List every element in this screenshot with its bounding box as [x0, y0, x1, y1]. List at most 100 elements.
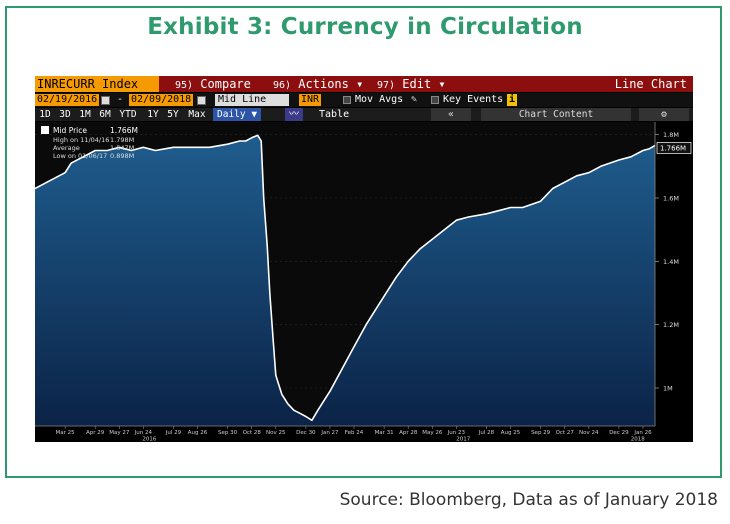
actions-menu-number: 96) [273, 80, 292, 91]
x-tick-label: Dec 30 [296, 430, 316, 436]
start-calendar-icon[interactable] [101, 96, 110, 105]
exhibit-title: Exhibit 3: Currency in Circulation [147, 14, 583, 40]
compare-menu[interactable]: 95) Compare [175, 76, 251, 92]
range-1y-button[interactable]: 1Y [147, 109, 159, 120]
data-point [227, 143, 229, 145]
y-tick-label: 1.2M [663, 321, 679, 329]
data-point [257, 134, 259, 136]
range-max-button[interactable]: Max [188, 109, 206, 120]
info-icon[interactable]: i [507, 94, 517, 106]
data-point [353, 346, 355, 348]
data-point [648, 148, 650, 150]
key-events-checkbox[interactable] [431, 96, 439, 104]
data-point [106, 150, 108, 151]
legend-high-value: 1.798M [110, 136, 134, 144]
data-point [245, 140, 247, 142]
source-note: Source: Bloomberg, Data as of January 20… [339, 490, 718, 510]
range-3d-button[interactable]: 3D [59, 109, 71, 120]
year-label: 2018 [631, 437, 645, 443]
x-tick-label: Oct 27 [556, 430, 575, 436]
bloomberg-terminal: INRECURR Index 95) Compare 96) Actions ▾… [35, 76, 693, 442]
data-point [467, 216, 469, 218]
double-chevron-left-icon[interactable]: « [431, 108, 471, 121]
frequency-select[interactable]: Daily ▼ [213, 108, 262, 121]
y-tick-label: 1M [663, 385, 673, 393]
data-point [455, 219, 457, 221]
x-tick-label: Jul 28 [478, 430, 495, 436]
y-tick-label: 1.6M [663, 195, 679, 203]
x-tick-label: Oct 28 [243, 430, 262, 436]
pencil-icon[interactable]: ✎ [411, 94, 418, 105]
compare-menu-number: 95) [175, 80, 194, 91]
data-point [266, 245, 268, 246]
chart-view-icon[interactable]: 〰 [285, 108, 303, 121]
data-point [185, 146, 186, 148]
data-point [630, 156, 632, 158]
data-point [510, 207, 511, 208]
data-point [395, 276, 397, 278]
currency-select[interactable]: INR [299, 94, 322, 106]
x-tick-label: Aug 25 [501, 430, 521, 436]
x-tick-label: Nov 24 [579, 430, 599, 436]
currency-chart: 1M 1.2M 1.4M 1.6M 1.8M Mar 25 Apr 29 May 27 Jun… [35, 122, 693, 443]
gear-icon[interactable]: ⚙ [639, 108, 689, 121]
data-point [173, 146, 174, 148]
legend-low-value: 0.898M [110, 152, 134, 160]
x-tick-label: May 26 [422, 430, 443, 436]
data-point [58, 175, 60, 177]
year-label: 2017 [456, 437, 470, 443]
legend-mid-value: 1.766M [110, 126, 138, 135]
legend-high-label: High on 11/04/16 [53, 136, 109, 144]
range-ytd-button[interactable]: YTD [119, 109, 137, 120]
data-point [46, 181, 48, 183]
table-button[interactable]: Table [319, 109, 350, 120]
chart-content-label: Chart Content [518, 109, 594, 120]
ticker-field[interactable]: INRECURR Index [35, 76, 159, 92]
x-tick-label: Aug 26 [188, 430, 208, 436]
x-tick-label: Apr 28 [399, 430, 418, 436]
y-tick-label: 1.4M [663, 258, 679, 266]
data-point [142, 146, 144, 148]
data-point [329, 390, 331, 392]
data-point [311, 419, 313, 421]
x-tick-label: Jan 27 [320, 430, 339, 436]
data-point [498, 210, 499, 212]
range-6m-button[interactable]: 6M [99, 109, 111, 120]
x-tick-label: Feb 24 [345, 430, 364, 436]
actions-menu-label: Actions ▾ [298, 77, 364, 91]
range-1d-button[interactable]: 1D [39, 109, 51, 120]
actions-menu[interactable]: 96) Actions ▾ [273, 76, 363, 92]
range-1m-button[interactable]: 1M [79, 109, 91, 120]
legend-swatch [41, 126, 49, 134]
end-date-field[interactable]: 02/09/2018 [129, 94, 194, 106]
date-separator: - [117, 94, 124, 105]
price-field-select[interactable]: Mid Line [215, 94, 289, 106]
data-point [341, 368, 343, 370]
x-tick-label: Jan 26 [633, 430, 652, 436]
data-point [431, 238, 433, 240]
data-point [130, 150, 132, 151]
x-tick-label: Dec 29 [609, 430, 629, 436]
data-point [522, 207, 523, 208]
data-point [263, 197, 265, 199]
data-point [564, 181, 566, 183]
data-point [299, 412, 301, 414]
chart-content-button[interactable]: Chart Content [481, 108, 631, 121]
last-value-label: 1.766M [660, 144, 686, 152]
edit-menu[interactable]: 97) Edit ▾ [377, 76, 446, 92]
start-date-field[interactable]: 02/19/2016 [35, 94, 100, 106]
mov-avgs-checkbox[interactable] [343, 96, 351, 104]
range-5y-button[interactable]: 5Y [167, 109, 179, 120]
data-point [293, 409, 295, 411]
compare-menu-label: Compare [200, 77, 251, 91]
data-point [419, 248, 421, 250]
data-point [239, 140, 241, 142]
mov-avgs-label: Mov Avgs [355, 94, 404, 105]
data-point [323, 400, 325, 402]
x-tick-label: Nov 25 [266, 430, 286, 436]
x-tick-label: Sep 30 [218, 430, 238, 436]
data-point [317, 409, 319, 411]
data-point [443, 229, 445, 231]
end-calendar-icon[interactable] [197, 96, 206, 105]
data-point [260, 140, 262, 142]
